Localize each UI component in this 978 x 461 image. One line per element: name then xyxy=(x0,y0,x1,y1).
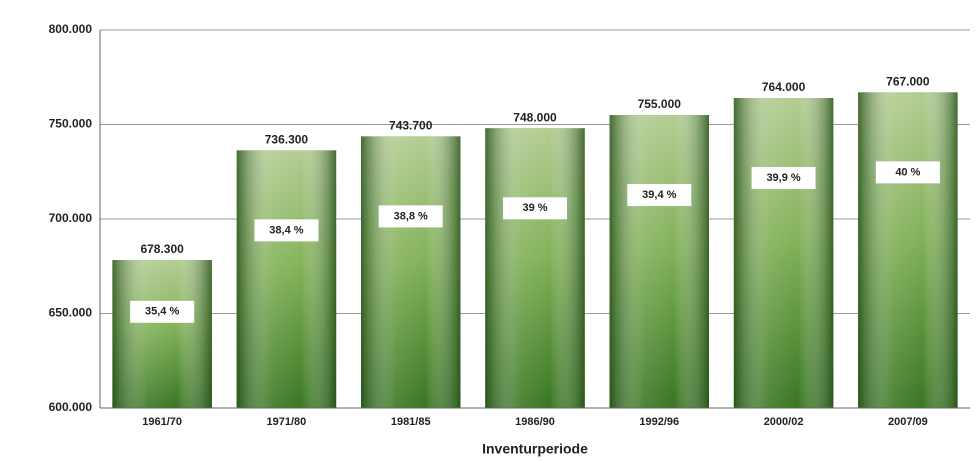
x-tick-label: 2007/09 xyxy=(888,416,928,428)
value-label: 764.000 xyxy=(762,80,806,94)
value-label: 748.000 xyxy=(513,110,557,124)
x-tick-label: 1986/90 xyxy=(515,416,555,428)
x-tick-label: 1971/80 xyxy=(267,416,307,428)
x-tick-label: 1961/70 xyxy=(142,416,182,428)
share-label: 38,4 % xyxy=(269,224,303,236)
share-label-box xyxy=(627,184,692,207)
y-tick-label: 750.000 xyxy=(49,117,93,131)
share-label-box xyxy=(503,197,567,220)
share-label: 39 % xyxy=(522,202,547,214)
share-label: 38,8 % xyxy=(394,210,428,222)
bar-shade xyxy=(236,150,337,408)
x-tick-label: 2000/02 xyxy=(764,416,804,428)
share-label-box xyxy=(751,167,816,190)
y-tick-label: 700.000 xyxy=(49,211,93,225)
y-tick-label: 800.000 xyxy=(49,22,93,36)
bar-shade xyxy=(485,128,585,408)
y-tick-label: 600.000 xyxy=(49,400,93,414)
share-label-box xyxy=(254,219,319,242)
bar-shade xyxy=(361,136,461,409)
share-label-box xyxy=(130,300,195,323)
share-label: 40 % xyxy=(895,166,920,178)
bar-shade xyxy=(609,115,709,409)
value-label: 755.000 xyxy=(638,97,682,111)
x-axis-title: Inventurperiode xyxy=(482,441,588,457)
x-tick-label: 1992/96 xyxy=(639,416,679,428)
bar-shade xyxy=(112,260,212,408)
share-label-box xyxy=(875,161,940,184)
bar-shade xyxy=(733,98,834,408)
share-label-box xyxy=(378,205,443,228)
y-tick-label: 650.000 xyxy=(49,306,93,320)
value-label: 736.300 xyxy=(265,133,309,147)
share-label: 39,4 % xyxy=(642,189,676,201)
value-label: 767.000 xyxy=(886,75,930,89)
value-label: 743.700 xyxy=(389,119,433,133)
value-label: 678.300 xyxy=(140,242,184,256)
x-tick-label: 1981/85 xyxy=(391,416,431,428)
bar-shade xyxy=(858,92,958,409)
share-label: 35,4 % xyxy=(145,306,179,318)
share-label: 39,9 % xyxy=(766,172,800,184)
